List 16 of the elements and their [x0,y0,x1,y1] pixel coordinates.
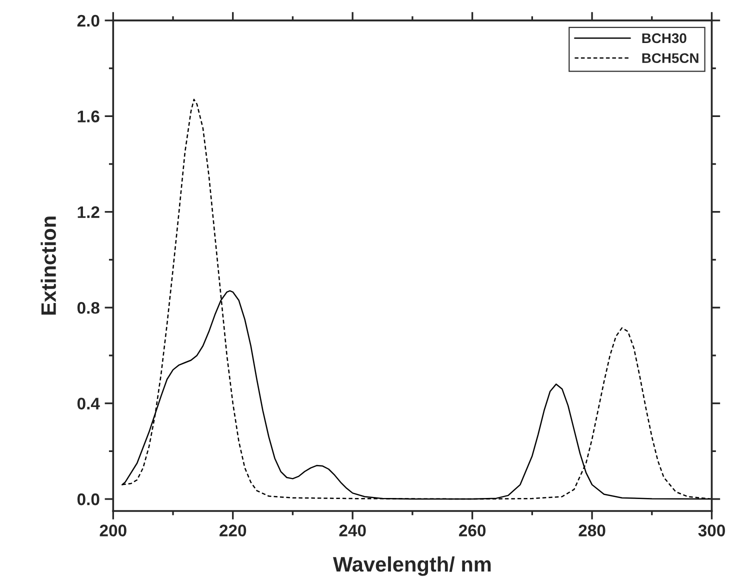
y-tick-label: 1.6 [78,110,100,122]
legend-label: BCH30 [642,33,686,44]
x-tick-label: 260 [458,524,486,536]
legend-label: BCH5CN [642,53,698,64]
x-axis-title: Wavelength/ nm [332,556,491,576]
x-tick-label: 240 [339,524,366,536]
y-tick-label: 0.8 [77,302,100,314]
x-tick-label: 200 [100,524,126,536]
y-tick-label: 1.2 [78,206,100,218]
y-tick-label: 0.4 [77,398,100,410]
x-tick-label: 280 [578,524,606,536]
x-tick-label: 300 [698,524,725,536]
y-tick-label: 2.0 [77,14,100,27]
y-tick-label: 0.0 [77,493,100,506]
y-axis-title: Extinction [40,216,56,315]
x-tick-label: 220 [220,524,246,536]
